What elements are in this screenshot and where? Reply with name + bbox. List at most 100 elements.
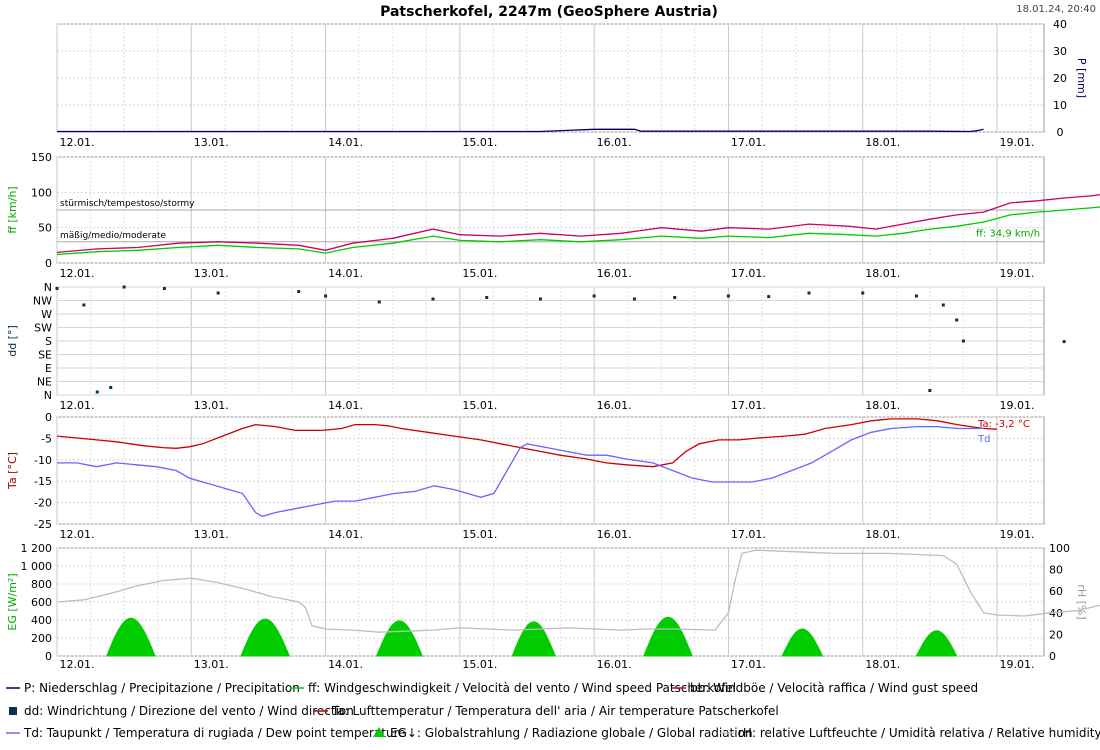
data-point [485, 296, 489, 299]
x-tick-label: 19.01. [1000, 399, 1035, 412]
y-tick-label: NW [33, 295, 52, 308]
y-tick-label: -5 [41, 432, 52, 445]
x-tick-label: 14.01. [328, 399, 363, 412]
legend-marker [9, 707, 17, 715]
y-tick-label: 0 [45, 257, 52, 270]
y-axis-label: ff [km/h] [6, 186, 19, 233]
y-tick-label: 150 [31, 151, 52, 164]
y-tick-label: 1 000 [21, 560, 53, 573]
data-point [162, 287, 166, 290]
radiation-peak [375, 620, 424, 657]
y-tick-label: 800 [31, 578, 52, 591]
legend-label: P: Niederschlag / Precipitazione / Preci… [24, 681, 300, 695]
y-tick-label: 100 [31, 186, 52, 199]
y-tick-label: 0 [45, 650, 52, 663]
x-tick-label: 13.01. [194, 399, 229, 412]
y-tick-label: -10 [34, 454, 52, 467]
series-td [57, 425, 984, 518]
y-axis-label: Ta [°C] [6, 452, 19, 490]
x-tick-label: 12.01. [60, 136, 95, 149]
data-point [961, 339, 965, 343]
x-tick-label: 16.01. [597, 658, 632, 671]
y2-tick-label: 60 [1049, 585, 1063, 598]
radiation-peak [643, 616, 693, 657]
x-tick-label: 14.01. [328, 658, 363, 671]
y-tick-label: E [45, 362, 52, 375]
y-tick-label: 200 [31, 632, 52, 645]
radiation-peak [511, 621, 556, 657]
x-tick-label: 16.01. [597, 528, 632, 541]
legend-item: ff: Windgeschwindigkeit / Velocità del v… [290, 681, 736, 695]
legend-label: ff: Windgeschwindigkeit / Velocità del v… [308, 681, 736, 695]
legend-label: bb: Windböe / Velocità raffica / Wind gu… [690, 681, 978, 695]
radiation-peak [240, 618, 291, 657]
data-point [632, 297, 636, 301]
y-tick-label: S [45, 335, 52, 348]
y-axis-label: P [mm] [1075, 58, 1088, 98]
x-tick-label: 12.01. [60, 658, 95, 671]
x-tick-label: 15.01. [462, 267, 497, 280]
data-point [941, 303, 945, 307]
y-tick-label: -15 [34, 475, 52, 488]
x-tick-label: 12.01. [60, 399, 95, 412]
x-tick-label: 17.01. [731, 658, 766, 671]
data-point [55, 287, 59, 290]
x-tick-label: 13.01. [194, 658, 229, 671]
series-p [57, 128, 984, 133]
y-tick-label: SW [34, 322, 52, 335]
data-point [122, 285, 126, 289]
data-point [216, 291, 220, 295]
x-tick-label: 13.01. [194, 528, 229, 541]
y-tick-label: 0 [45, 411, 52, 424]
y2-tick-label: 0 [1049, 650, 1056, 663]
chart-title: Patscherkofel, 2247m (GeoSphere Austria) [380, 4, 718, 20]
y-tick-label: 600 [31, 596, 52, 609]
end-label: ff: 34,9 km/h [976, 228, 1040, 239]
threshold-label: stürmisch/tempestoso/stormy [60, 199, 195, 209]
data-point [767, 295, 771, 299]
panel-frame [56, 416, 1045, 525]
data-point [324, 294, 328, 298]
x-tick-label: 18.01. [865, 267, 900, 280]
radiation-peak [105, 617, 156, 657]
legend-label: rH: relative Luftfeuchte / Umidità relat… [738, 726, 1100, 740]
data-point [431, 297, 435, 301]
data-point [109, 386, 113, 389]
series-rh [56, 549, 1100, 633]
x-tick-label: 19.01. [1000, 267, 1035, 280]
x-tick-label: 12.01. [60, 267, 95, 280]
legend-label: EG↓: Globalstrahlung / Radiazione global… [390, 726, 753, 740]
x-tick-label: 18.01. [865, 658, 900, 671]
y-tick-label: 20 [1053, 72, 1067, 85]
panel-wind: 0 50 100 150 ff [km/h] 12.01. 13.01. 14.01. 15.0… [6, 151, 1100, 280]
legend-item: Ta: Lufttemperatur / Temperatura dell' a… [314, 704, 779, 718]
legend-item: dd: Windrichtung / Direzione del vento /… [9, 704, 354, 718]
legend-item: Td: Taupunkt / Temperatura di rugiada / … [6, 726, 406, 740]
y-tick-label: W [41, 308, 52, 321]
y-tick-label: N [44, 389, 52, 402]
legend-marker [373, 727, 385, 737]
y-axis-label: dd [°] [6, 325, 19, 357]
data-point [955, 318, 959, 322]
data-point [914, 294, 918, 298]
radiation-peak [915, 630, 958, 657]
threshold-label: mäßig/medio/moderate [60, 231, 167, 241]
x-tick-label: 19.01. [1000, 528, 1035, 541]
x-tick-label: 18.01. [865, 136, 900, 149]
x-tick-label: 15.01. [462, 399, 497, 412]
y2-axis-label: rH [%] [1075, 584, 1088, 619]
x-tick-label: 14.01. [328, 267, 363, 280]
x-tick-label: 15.01. [462, 136, 497, 149]
legend: P: Niederschlag / Precipitazione / Preci… [6, 681, 1100, 740]
x-tick-label: 14.01. [328, 528, 363, 541]
x-tick-label: 17.01. [731, 136, 766, 149]
data-point [95, 390, 99, 394]
y-tick-label: 0 [1057, 126, 1064, 139]
y-tick-label: -25 [34, 518, 52, 531]
legend-item: EG↓: Globalstrahlung / Radiazione global… [373, 726, 753, 740]
panel-precip: 0 10 20 30 40 P [mm] 12.01. 13.01. 14.01. 15.01. 1… [56, 18, 1088, 149]
x-tick-label: 17.01. [731, 267, 766, 280]
y-tick-label: 30 [1053, 45, 1067, 58]
series-ff [56, 206, 1100, 256]
